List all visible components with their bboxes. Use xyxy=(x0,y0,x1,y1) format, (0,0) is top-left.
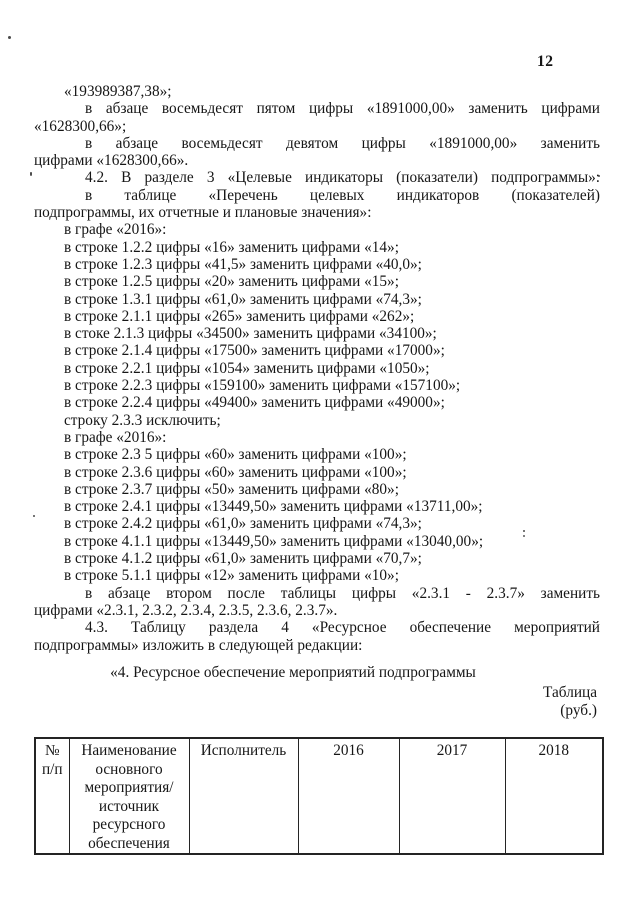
text-line: в строке 1.2.2 цифры «16» заменить цифра… xyxy=(64,238,399,256)
text-line: в строке 2.2.1 цифры «1054» заменить циф… xyxy=(64,359,430,377)
table-header-cell: 2016 xyxy=(297,737,400,855)
text-line: «1628300,66»; xyxy=(34,117,127,135)
page-number: 12 xyxy=(537,53,554,70)
text-line: подпрограммы» изложить в следующей редак… xyxy=(34,636,363,654)
text-line: в строке 2.4.1 цифры «13449,50» заменить… xyxy=(64,498,483,516)
text-line: в строке 2.2.4 цифры «49400» заменить ци… xyxy=(64,394,445,412)
scan-speck xyxy=(598,175,600,177)
text-line: цифрами «1628300,66». xyxy=(34,152,189,170)
text-line: в строке 2.3.6 цифры «60» заменить цифра… xyxy=(64,463,407,481)
text-line: в абзаце втором после таблицы цифры «2.3… xyxy=(85,584,600,602)
scan-speck xyxy=(8,36,11,39)
text-line: в строке 2.3 5 цифры «60» заменить цифра… xyxy=(64,446,407,464)
text-line: подпрограммы, их отчетные и плановые зна… xyxy=(34,204,372,222)
text-line: в строке 2.1.4 цифры «17500» заменить ци… xyxy=(64,342,445,360)
text-line: в абзаце восемьдесят девятом цифры «1891… xyxy=(85,134,600,152)
text-line: в стоке 2.1.3 цифры «34500» заменить циф… xyxy=(64,325,437,343)
text-line: в строке 2.2.3 цифры «159100» заменить ц… xyxy=(64,377,461,395)
scan-speck xyxy=(30,172,32,176)
table-unit: (руб.) xyxy=(560,701,597,719)
scan-speck xyxy=(33,515,35,517)
text-line: цифрами «2.3.1, 2.3.2, 2.3.4, 2.3.5, 2.3… xyxy=(34,601,338,619)
body-text: «193989387,38»; в абзаце восемьдесят пято… xyxy=(34,83,600,654)
text-line: в таблице «Перечень целевых индикаторов … xyxy=(85,186,600,204)
text-line: в строке 1.3.1 цифры «61,0» заменить циф… xyxy=(64,290,422,308)
resource-table: № п/п Наименование основного мероприятия/… xyxy=(34,737,604,855)
table-section-caption: «4. Ресурсное обеспечение мероприятий по… xyxy=(110,664,476,681)
text-line: в абзаце восемьдесят пятом цифры «189100… xyxy=(85,100,600,118)
table-header-cell: Исполнитель xyxy=(188,737,299,855)
text-line: в графе «2016»: xyxy=(64,221,167,239)
text-line: в графе «2016»: xyxy=(64,428,167,446)
text-line: в строке 2.1.1 цифры «265» заменить цифр… xyxy=(64,307,415,325)
table-label-block: Таблица (руб.) xyxy=(34,684,597,719)
text-line: в строке 4.1.1 цифры «13449,50» заменить… xyxy=(64,532,484,550)
table-header-cell: 2018 xyxy=(504,737,604,855)
text-line: в строке 2.4.2 цифры «61,0» заменить циф… xyxy=(64,515,422,533)
text-line: в строке 4.1.2 цифры «61,0» заменить циф… xyxy=(64,550,422,568)
table-header-cell: 2017 xyxy=(398,737,506,855)
scan-speck xyxy=(523,530,525,532)
table-word: Таблица xyxy=(543,684,597,701)
text-line: в строке 1.2.3 цифры «41,5» заменить циф… xyxy=(64,255,422,273)
text-line: в строке 2.3.7 цифры «50» заменить цифра… xyxy=(64,480,399,498)
table-header-cell: № п/п xyxy=(34,737,70,855)
text-line: в строке 5.1.1 цифры «12» заменить цифра… xyxy=(64,567,399,585)
text-line: 4.2. В разделе 3 «Целевые индикаторы (по… xyxy=(85,169,600,187)
text-line: 4.3. Таблицу раздела 4 «Ресурсное обеспе… xyxy=(85,619,600,637)
table-header-cell: Наименование основного мероприятия/ исто… xyxy=(68,737,190,855)
text-line: в строке 1.2.5 цифры «20» заменить цифра… xyxy=(64,273,399,291)
table-header-row: № п/п Наименование основного мероприятия/… xyxy=(34,737,604,855)
text-line: строку 2.3.3 исключить; xyxy=(64,411,221,429)
text-line: «193989387,38»; xyxy=(64,83,172,100)
